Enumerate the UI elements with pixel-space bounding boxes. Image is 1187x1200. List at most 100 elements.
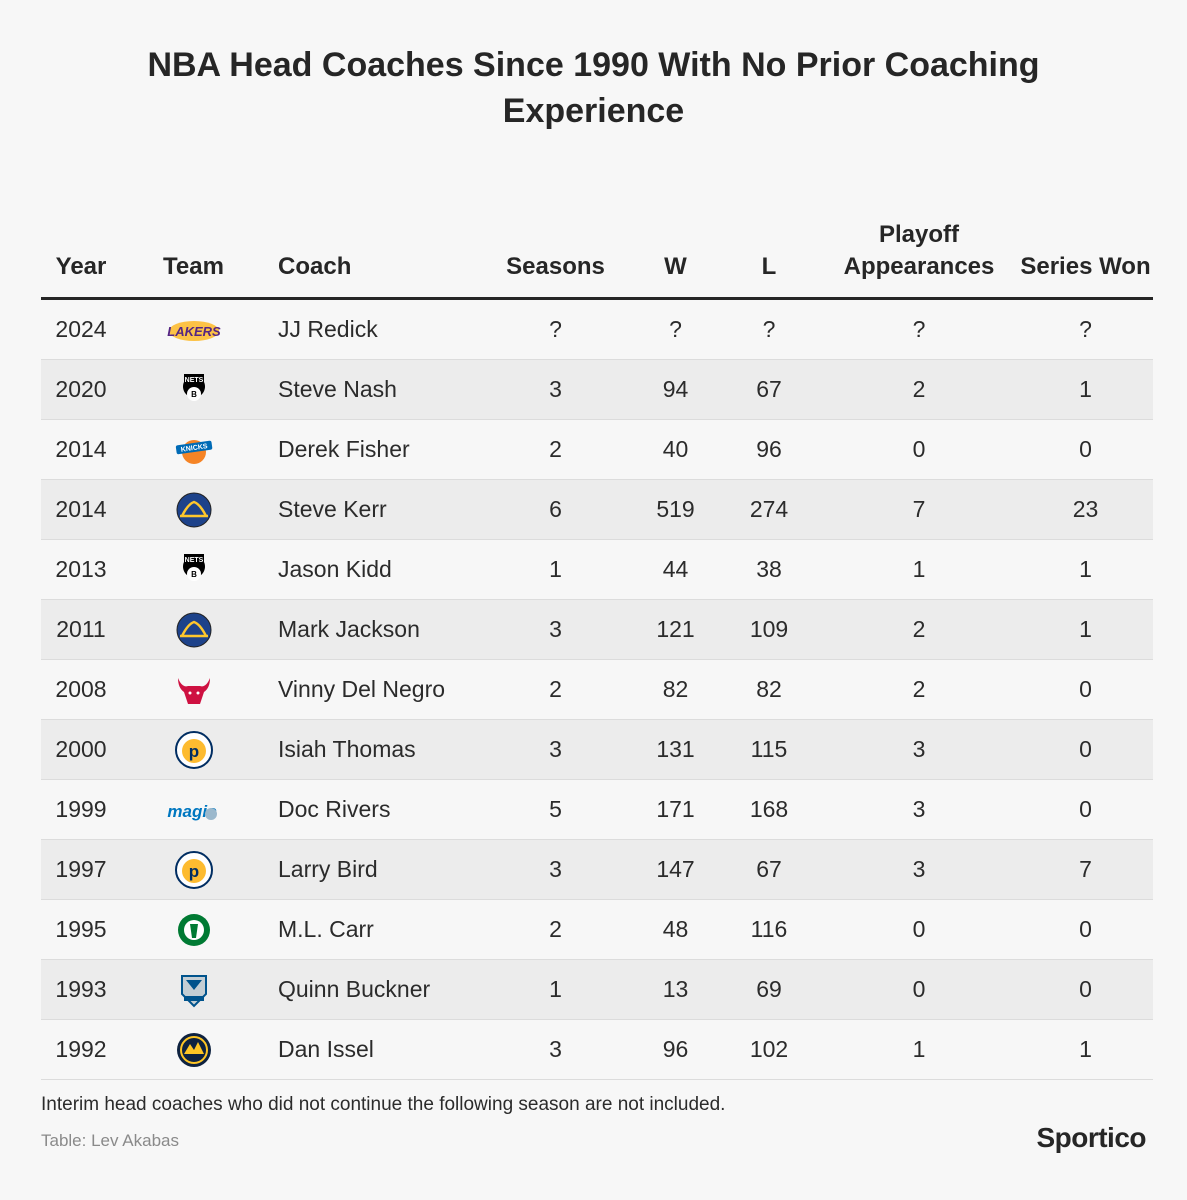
cell-seasons: 3 [478, 839, 633, 900]
cell-coach: Dan Issel [266, 1019, 478, 1080]
cell-series-won: 0 [1018, 659, 1153, 720]
cell-team [121, 659, 266, 720]
cell-playoff-appearances: 2 [820, 599, 1018, 660]
nets-logo-icon: NETS B [121, 370, 266, 410]
cell-playoff-appearances: 2 [820, 659, 1018, 720]
cell-playoff-appearances: 0 [820, 959, 1018, 1020]
knicks-logo-icon: KNICKS [121, 430, 266, 470]
cell-series-won: 0 [1018, 719, 1153, 780]
cell-seasons: 5 [478, 779, 633, 840]
svg-text:magic: magic [167, 802, 217, 821]
sportico-logo: Sportico [1036, 1122, 1146, 1153]
table-row: 2013 NETS B Jason Kidd 1 44 38 1 1 [41, 539, 1153, 600]
cell-year: 2024 [41, 298, 121, 360]
cell-wins: 147 [633, 839, 718, 900]
cell-playoff-appearances: 3 [820, 719, 1018, 780]
cell-playoff-appearances: 1 [820, 1019, 1018, 1080]
header-seasons: Seasons [478, 198, 633, 300]
svg-text:LAKERS: LAKERS [167, 324, 221, 339]
cell-team: LAKERS [121, 298, 266, 360]
cell-coach: Quinn Buckner [266, 959, 478, 1020]
table-row: 2014 KNICKS Derek Fisher 2 40 96 0 0 [41, 419, 1153, 480]
cell-seasons: 2 [478, 899, 633, 960]
header-wins: W [633, 198, 718, 300]
cell-wins: 121 [633, 599, 718, 660]
header-team: Team [121, 198, 266, 300]
cell-losses: 168 [718, 779, 820, 840]
cell-team: KNICKS [121, 419, 266, 480]
table-header-row: Year Team Coach Seasons W L Playoff Appe… [41, 198, 1153, 300]
header-series-won: Series Won [1018, 198, 1153, 300]
cell-seasons: 6 [478, 479, 633, 540]
cell-team: NETS B [121, 539, 266, 600]
warriors-logo-icon [121, 490, 266, 530]
cell-playoff-appearances: 7 [820, 479, 1018, 540]
cell-team [121, 599, 266, 660]
cell-playoff-appearances: ? [820, 298, 1018, 360]
cell-seasons: 2 [478, 659, 633, 720]
cell-year: 2008 [41, 659, 121, 720]
cell-losses: 82 [718, 659, 820, 720]
svg-text:NETS: NETS [184, 377, 203, 384]
cell-seasons: ? [478, 298, 633, 360]
table-row: 1992 Dan Issel 3 96 102 1 1 [41, 1019, 1153, 1080]
cell-coach: Steve Kerr [266, 479, 478, 540]
table-row: 1999 magic Doc Rivers 5 171 168 3 0 [41, 779, 1153, 840]
cell-coach: Steve Nash [266, 359, 478, 420]
table-row: 2000 p Isiah Thomas 3 131 115 3 0 [41, 719, 1153, 780]
magic-logo-icon: magic [121, 790, 266, 830]
cell-seasons: 3 [478, 599, 633, 660]
cell-series-won: 1 [1018, 599, 1153, 660]
cell-year: 2013 [41, 539, 121, 600]
cell-seasons: 1 [478, 539, 633, 600]
cell-coach: Mark Jackson [266, 599, 478, 660]
mavericks-logo-icon [121, 970, 266, 1010]
svg-text:KNICKS: KNICKS [180, 443, 208, 454]
cell-year: 1992 [41, 1019, 121, 1080]
cell-coach: JJ Redick [266, 298, 478, 360]
cell-year: 1993 [41, 959, 121, 1020]
cell-wins: 96 [633, 1019, 718, 1080]
cell-series-won: 1 [1018, 539, 1153, 600]
cell-losses: 38 [718, 539, 820, 600]
cell-coach: Doc Rivers [266, 779, 478, 840]
cell-team [121, 1019, 266, 1080]
cell-year: 1999 [41, 779, 121, 840]
header-losses: L [718, 198, 820, 300]
cell-wins: 40 [633, 419, 718, 480]
cell-series-won: 1 [1018, 1019, 1153, 1080]
cell-team: magic [121, 779, 266, 840]
cell-year: 2014 [41, 479, 121, 540]
source-credit: Table: Lev Akabas [41, 1131, 179, 1150]
cell-seasons: 3 [478, 719, 633, 780]
cell-series-won: 0 [1018, 899, 1153, 960]
cell-team: p [121, 839, 266, 900]
cell-losses: 69 [718, 959, 820, 1020]
cell-playoff-appearances: 2 [820, 359, 1018, 420]
cell-seasons: 1 [478, 959, 633, 1020]
cell-coach: Derek Fisher [266, 419, 478, 480]
cell-seasons: 3 [478, 359, 633, 420]
cell-year: 1995 [41, 899, 121, 960]
cell-series-won: 7 [1018, 839, 1153, 900]
cell-year: 1997 [41, 839, 121, 900]
cell-team [121, 959, 266, 1020]
header-year: Year [41, 198, 121, 300]
cell-wins: ? [633, 298, 718, 360]
coaches-table: Year Team Coach Seasons W L Playoff Appe… [41, 198, 1153, 1080]
cell-team: p [121, 719, 266, 780]
cell-losses: 102 [718, 1019, 820, 1080]
header-coach: Coach [266, 198, 478, 300]
table-row: 2024 LAKERS JJ Redick????? [41, 298, 1153, 360]
table-row: 2008 Vinny Del Negro 2 82 82 2 0 [41, 659, 1153, 720]
table-row: 1995 M.L. Carr 2 48 116 0 0 [41, 899, 1153, 960]
table-row: 2011 Mark Jackson 3 121 109 2 1 [41, 599, 1153, 660]
cell-playoff-appearances: 0 [820, 899, 1018, 960]
svg-text:p: p [188, 862, 198, 881]
cell-wins: 171 [633, 779, 718, 840]
cell-year: 2014 [41, 419, 121, 480]
cell-team: NETS B [121, 359, 266, 420]
cell-coach: M.L. Carr [266, 899, 478, 960]
svg-text:NETS: NETS [184, 557, 203, 564]
cell-year: 2020 [41, 359, 121, 420]
